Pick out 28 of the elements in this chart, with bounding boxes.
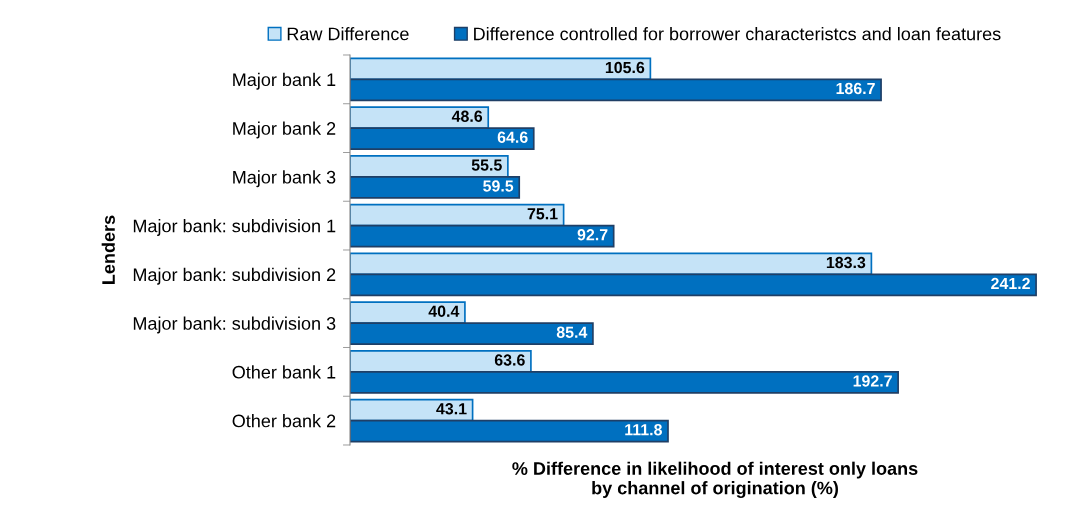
- data-label: 85.4: [556, 326, 588, 338]
- y-tick-label: Major bank 1: [233, 72, 336, 90]
- y-axis-title: Lenders: [101, 215, 115, 284]
- y-tick-label: Major bank: subdivision 3: [133, 316, 336, 334]
- data-label: 59.5: [483, 180, 514, 192]
- legend-label: Raw Difference: [287, 27, 409, 41]
- data-label: 63.6: [494, 354, 525, 366]
- data-label: 55.5: [471, 159, 502, 171]
- data-label: 64.6: [497, 131, 528, 143]
- data-label: 75.1: [527, 208, 558, 220]
- data-label: 92.7: [577, 229, 608, 241]
- legend-label: Difference controlled for borrower characteristcs and loan features: [474, 27, 1001, 41]
- data-label: 105.6: [605, 61, 645, 74]
- y-tick-label: Major bank: subdivision 2: [133, 267, 336, 285]
- data-label: 111.8: [625, 424, 662, 436]
- x-axis-title: % Difference in likelihood of interest only loans by channel of origination (%): [512, 461, 918, 499]
- y-tick-label: Major bank 3: [233, 170, 336, 188]
- data-label: 241.2: [991, 277, 1030, 289]
- data-label: 43.1: [436, 403, 467, 415]
- y-tick-label: Major bank: subdivision 1: [133, 219, 336, 236]
- data-label: 192.7: [853, 375, 892, 387]
- data-label: 186.7: [836, 82, 875, 95]
- data-label: 48.6: [451, 110, 483, 122]
- data-label: 40.4: [428, 305, 460, 317]
- y-tick-label: Major bank 2: [233, 121, 336, 139]
- data-label: 183.3: [826, 256, 866, 269]
- y-tick-label: Other bank 1: [232, 365, 336, 379]
- y-tick-label: Other bank 2: [232, 414, 336, 428]
